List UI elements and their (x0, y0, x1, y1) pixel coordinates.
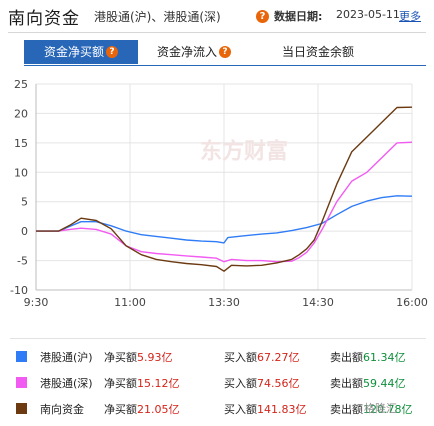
net-value: 15.12亿 (137, 377, 180, 390)
legend-net: 净买额15.12亿 (104, 375, 180, 391)
sell-value: 120.78亿 (363, 403, 413, 416)
sell-value: 61.34亿 (363, 351, 406, 364)
y-tick-label: -5 (17, 255, 28, 268)
question-icon[interactable]: ? (256, 10, 269, 23)
legend-name: 南向资金 (40, 403, 84, 416)
page-subtitle: 港股通(沪)、港股通(深) (94, 10, 221, 24)
y-tick-label: 25 (14, 78, 28, 91)
legend-swatch-sz (16, 377, 27, 388)
net-value: 21.05亿 (137, 403, 180, 416)
net-label: 净买额 (104, 377, 137, 390)
tab-net-inflow-label: 资金净流入 (157, 45, 218, 59)
tab-net-buy[interactable]: 资金净买额? (24, 40, 138, 64)
legend-table: 港股通(沪) 净买额5.93亿 买入额67.27亿 卖出额61.34亿 港股通(… (10, 338, 426, 423)
x-tick-label: 14:30 (302, 296, 334, 309)
legend-buy: 买入额74.56亿 (224, 375, 300, 391)
header: 南向资金 港股通(沪)、港股通(深) ? 数据日期: 2023-05-11 更多 (0, 0, 434, 33)
line-chart: 25 20 15 10 5 0 -5 -109:30 11:00 13:30 14:30 16:00 东… (10, 78, 428, 309)
sell-label: 卖出额 (330, 403, 363, 416)
tab-daily-balance[interactable]: 当日资金余额 (282, 40, 354, 64)
header-divider (8, 32, 426, 33)
x-tick-label: 9:30 (24, 296, 49, 309)
buy-value: 74.56亿 (257, 377, 300, 390)
legend-name: 港股通(沪) (40, 351, 93, 364)
legend-sell: 卖出额59.44亿 (330, 375, 406, 391)
date-value: 2023-05-11 (336, 8, 400, 21)
tab-daily-balance-label: 当日资金余额 (282, 45, 355, 59)
y-tick-label: 10 (14, 166, 28, 179)
question-icon[interactable]: ? (219, 45, 232, 58)
series-line-3 (36, 106, 413, 272)
buy-label: 买入额 (224, 403, 257, 416)
legend-sell: 卖出额61.34亿 (330, 349, 406, 365)
chart-watermark: 东方财富 (200, 139, 288, 165)
legend-swatch-south (16, 403, 27, 414)
buy-value: 141.83亿 (257, 403, 307, 416)
series-line-2 (36, 141, 413, 263)
y-tick-label: 20 (14, 107, 28, 120)
net-label: 净买额 (104, 351, 137, 364)
question-icon[interactable]: ? (106, 45, 118, 58)
legend-row-south: 南向资金 净买额21.05亿 买入额141.83亿 卖出额120.78亿 (10, 397, 426, 419)
tab-bar: 资金净买额? 资金净流入? 当日资金余额 (0, 40, 434, 66)
net-label: 净买额 (104, 403, 137, 416)
tab-underline (24, 65, 426, 66)
legend-buy: 买入额141.83亿 (224, 401, 307, 417)
x-tick-label: 13:30 (208, 296, 240, 309)
x-tick-label: 11:00 (114, 296, 146, 309)
buy-value: 67.27亿 (257, 351, 300, 364)
net-value: 5.93亿 (137, 351, 173, 364)
corner-watermark: 格隆汇 (364, 402, 397, 415)
sell-label: 卖出额 (330, 377, 363, 390)
legend-sell: 卖出额120.78亿 (330, 401, 413, 417)
legend-row-sz: 港股通(深) 净买额15.12亿 买入额74.56亿 卖出额59.44亿 (10, 371, 426, 393)
legend-name: 港股通(深) (40, 377, 93, 390)
more-link[interactable]: 更多 (399, 10, 421, 23)
tab-net-buy-label: 资金净买额 (43, 45, 104, 59)
y-tick-label: -10 (10, 284, 28, 297)
legend-net: 净买额21.05亿 (104, 401, 180, 417)
legend-buy: 买入额67.27亿 (224, 349, 300, 365)
legend-swatch-sh (16, 351, 27, 362)
x-tick-label: 16:00 (396, 296, 428, 309)
tab-net-inflow[interactable]: 资金净流入? (157, 40, 232, 64)
sell-value: 59.44亿 (363, 377, 406, 390)
legend-net: 净买额5.93亿 (104, 349, 173, 365)
y-tick-label: 15 (14, 137, 28, 150)
date-label: 数据日期: (274, 10, 323, 23)
buy-label: 买入额 (224, 377, 257, 390)
legend-row-sh: 港股通(沪) 净买额5.93亿 买入额67.27亿 卖出额61.34亿 (10, 345, 426, 367)
page-title: 南向资金 (8, 9, 80, 29)
buy-label: 买入额 (224, 351, 257, 364)
y-tick-label: 0 (21, 225, 28, 238)
y-tick-label: 5 (21, 196, 28, 209)
sell-label: 卖出额 (330, 351, 363, 364)
